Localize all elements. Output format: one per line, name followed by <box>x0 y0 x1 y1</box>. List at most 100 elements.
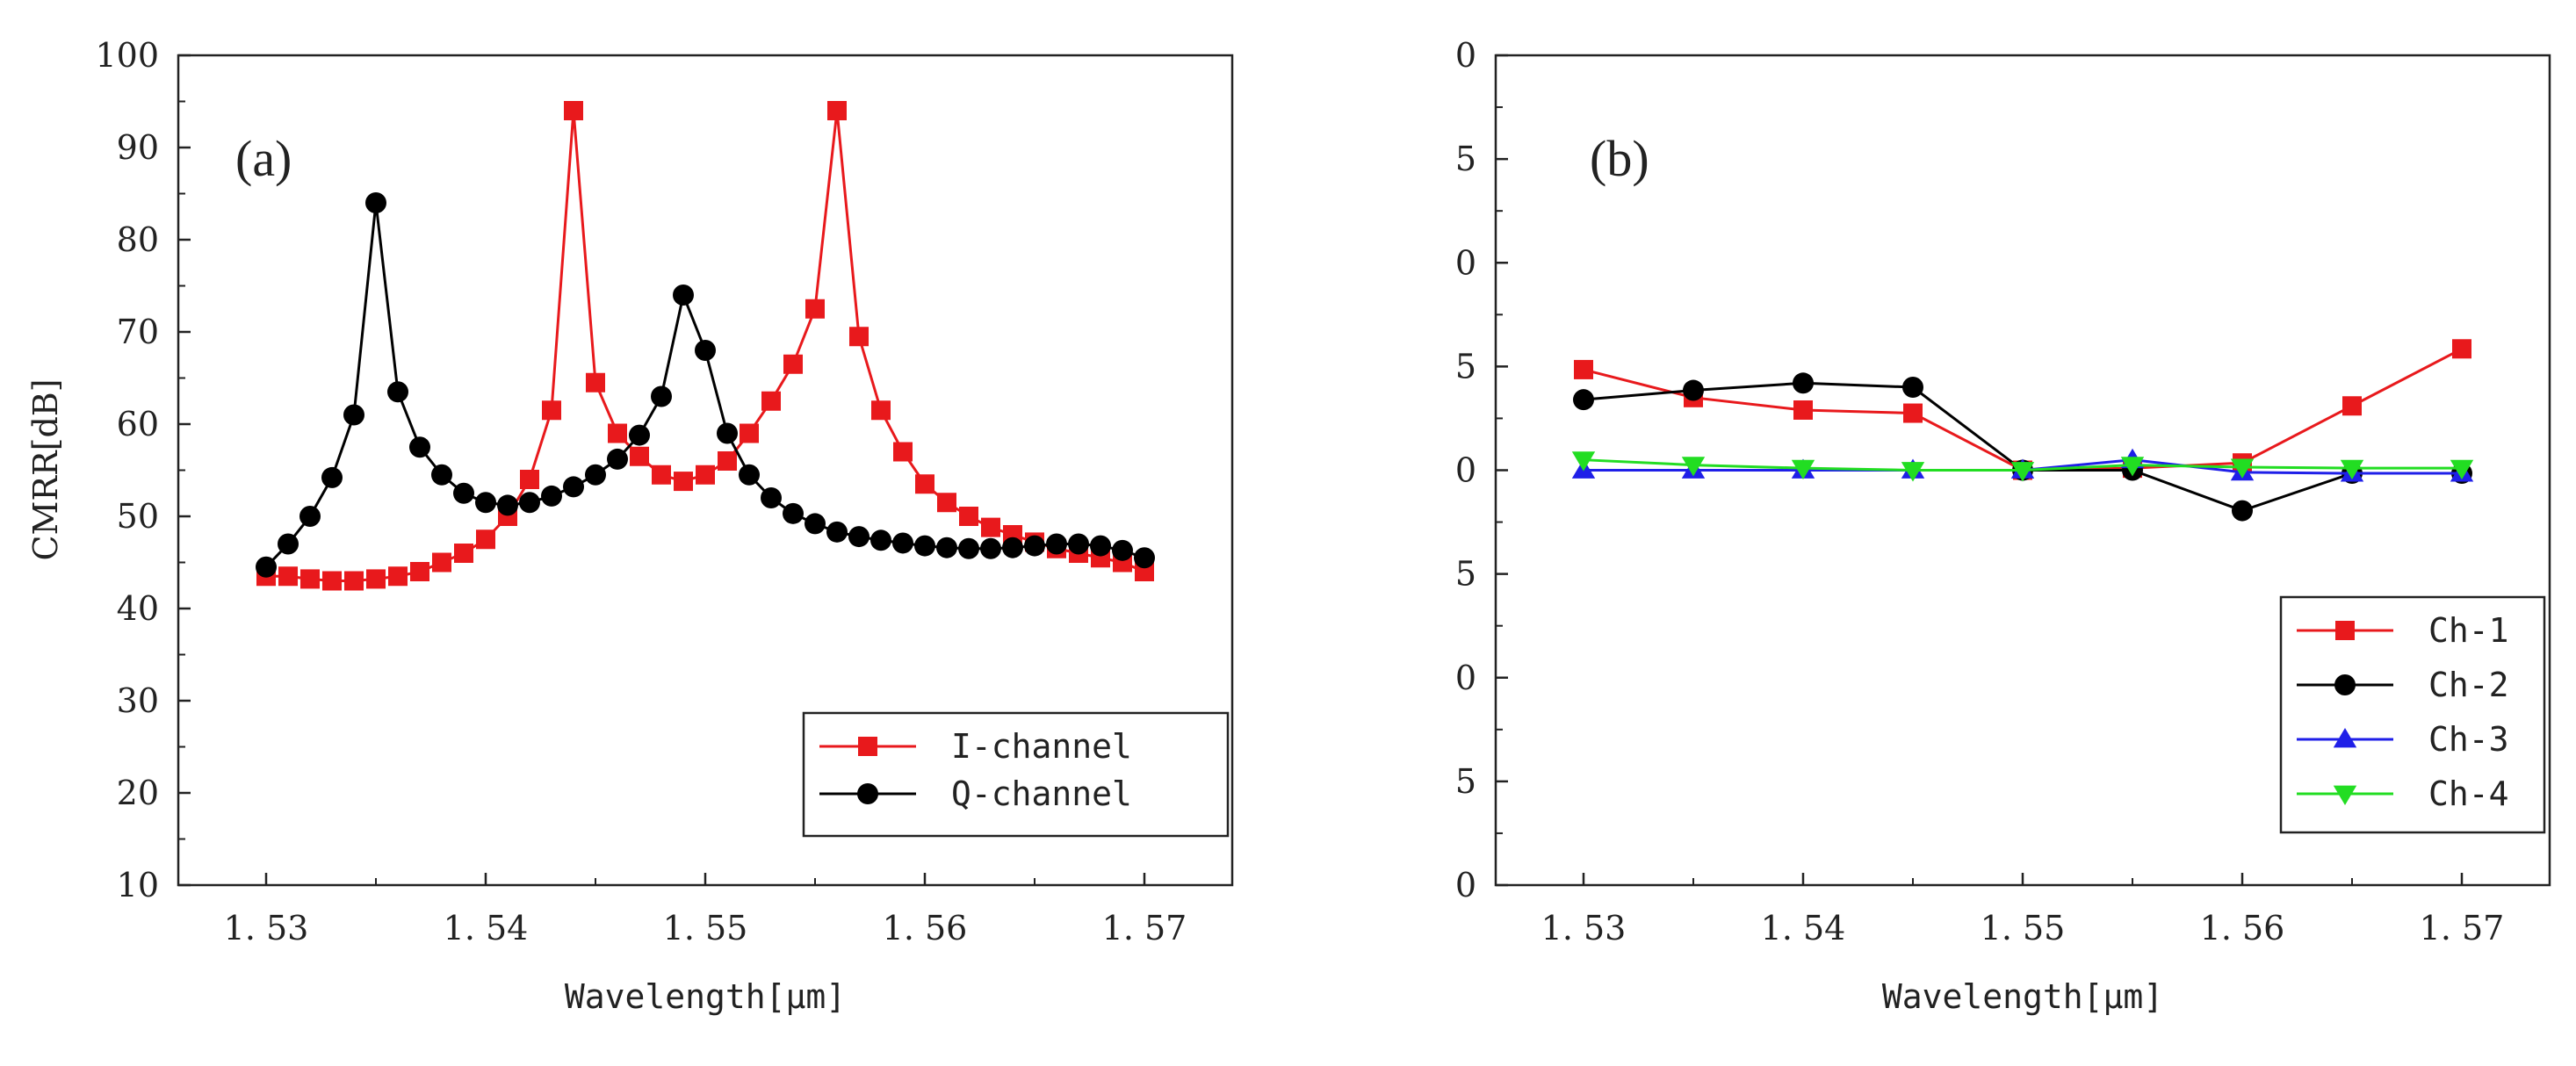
x-axis-title: Wavelength[μm] <box>1882 977 2163 1016</box>
data-point <box>761 487 782 508</box>
data-point <box>1791 459 1815 480</box>
data-point <box>826 521 848 543</box>
panel-label: (b) <box>1590 130 1649 187</box>
data-point <box>388 566 408 587</box>
legend-swatch-marker <box>858 737 877 756</box>
data-point <box>410 562 429 581</box>
data-point <box>673 285 694 306</box>
data-point <box>1681 457 1706 477</box>
data-point <box>2230 458 2255 479</box>
data-point <box>563 476 584 498</box>
data-point <box>717 422 738 444</box>
y-tick-label: 0 <box>1455 659 1476 697</box>
data-point <box>761 391 781 411</box>
data-point <box>849 327 869 347</box>
data-point <box>366 569 386 589</box>
data-point <box>278 533 299 555</box>
data-point <box>1793 372 1814 394</box>
data-point <box>630 446 649 466</box>
data-point <box>321 466 343 488</box>
data-point <box>475 492 496 514</box>
data-point <box>256 556 277 578</box>
data-point <box>2340 459 2364 480</box>
data-point <box>696 465 715 485</box>
y-tick-label: 30 <box>117 681 159 720</box>
data-point <box>519 492 540 514</box>
y-tick-label: 40 <box>117 589 159 628</box>
data-point <box>1683 379 1704 401</box>
y-tick-label: 5 <box>1455 555 1476 594</box>
legend-label: Q-channel <box>951 774 1132 813</box>
data-point <box>892 532 913 554</box>
x-axis-title: Wavelength[μm] <box>565 977 846 1016</box>
data-point <box>322 571 342 591</box>
data-point <box>2232 500 2253 522</box>
data-point <box>454 544 473 563</box>
legend-swatch-marker <box>857 783 878 804</box>
legend-label: Ch-1 <box>2428 611 2509 650</box>
data-point <box>740 423 759 443</box>
data-point <box>1112 539 1133 561</box>
data-point <box>585 464 606 486</box>
data-point <box>937 493 956 513</box>
series-line-ch-2 <box>1583 381 2462 513</box>
data-point <box>2450 459 2474 480</box>
data-point <box>2010 462 2035 482</box>
y-tick-label: 50 <box>117 497 159 536</box>
data-point <box>827 101 847 120</box>
legend-box <box>802 711 1230 838</box>
data-point <box>586 372 605 393</box>
data-point <box>981 517 1000 537</box>
y-tick-label: 5 <box>1455 347 1476 385</box>
data-point <box>805 513 826 535</box>
x-tick-label: 1. 56 <box>2200 909 2285 947</box>
y-tick-label: 5 <box>1455 140 1476 178</box>
data-point <box>299 506 321 527</box>
x-tick-label: 1. 53 <box>224 909 309 947</box>
x-tick-label: 1. 55 <box>663 909 748 947</box>
legend-swatch-marker <box>2333 728 2357 748</box>
data-point <box>936 537 957 558</box>
data-point <box>1571 451 1596 472</box>
chart-panel-a: 10 20 30 40 50 60 70 80 90 100 1. 53 1. 54 1. 55 1. 5… <box>26 36 1234 1016</box>
data-point <box>652 465 671 485</box>
data-point <box>431 464 452 486</box>
data-point <box>1901 462 1925 482</box>
data-point <box>1068 533 1089 555</box>
y-tick-label: 0 <box>1455 36 1476 75</box>
data-point <box>476 529 495 550</box>
data-point <box>1002 537 1023 558</box>
y-tick-label: 0 <box>1455 866 1476 904</box>
data-point <box>365 192 386 213</box>
x-tick-label: 1. 55 <box>1981 909 2066 947</box>
y-tick-label: 0 <box>1455 451 1476 490</box>
data-point <box>958 537 979 559</box>
y-tick-label: 90 <box>117 128 159 167</box>
data-point <box>1134 547 1155 569</box>
x-tick-label: 1. 54 <box>444 909 529 947</box>
data-point <box>278 566 298 587</box>
y-tick-label: 80 <box>117 220 159 259</box>
data-point <box>915 474 934 494</box>
legend-label: Ch-2 <box>2428 666 2509 704</box>
data-point <box>2342 396 2362 416</box>
y-tick-label: 10 <box>117 866 159 904</box>
data-point <box>387 381 408 403</box>
y-tick-label: 0 <box>1455 243 1476 282</box>
y-tick-label: 70 <box>117 313 159 351</box>
data-point <box>959 507 978 526</box>
data-point <box>718 451 737 471</box>
data-point <box>1793 400 1813 420</box>
data-point <box>1902 377 1923 398</box>
data-point <box>344 571 364 591</box>
data-point <box>629 424 650 446</box>
data-point <box>739 464 760 486</box>
data-point <box>607 448 628 470</box>
data-point <box>608 423 627 443</box>
data-point <box>2452 339 2471 359</box>
data-point <box>432 552 451 573</box>
data-point <box>893 442 913 462</box>
data-point <box>1903 403 1923 423</box>
data-point <box>520 470 539 489</box>
data-point <box>409 436 430 458</box>
